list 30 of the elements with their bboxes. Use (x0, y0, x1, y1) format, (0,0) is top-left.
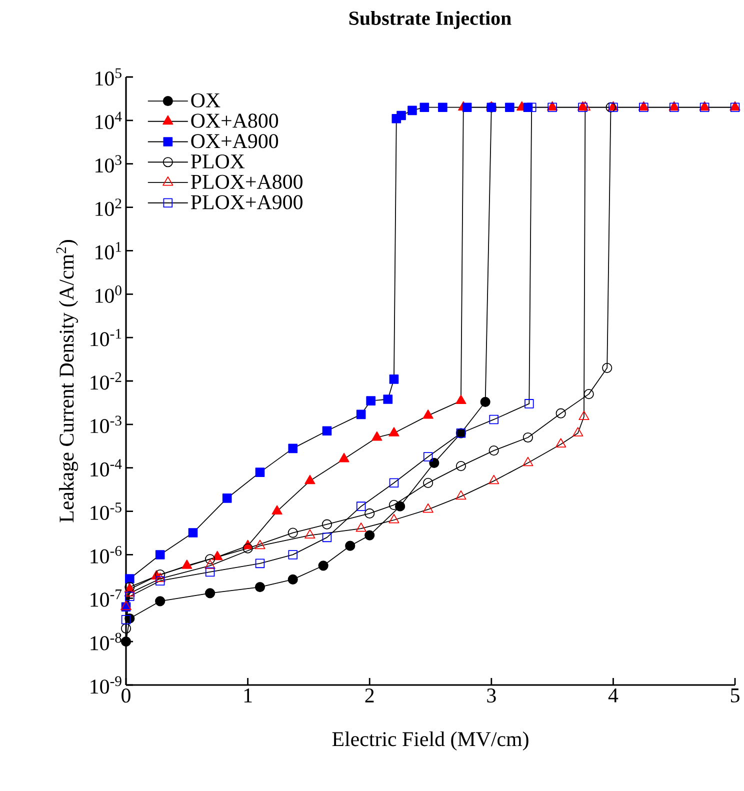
x-tick-label: 5 (731, 688, 740, 702)
y-tick-label: 10$^{0}$ (96, 285, 122, 303)
chart-title: Substrate Injection (350, 10, 512, 30)
y-tick-label: 10$^{2}$ (96, 198, 122, 216)
y-tick-label: 10$^{-3}$ (90, 416, 122, 434)
y-tick-label: 10$^{-9}$ (90, 676, 122, 694)
y-tick-label: 10$^{-2}$ (90, 372, 122, 390)
y-tick-label: 10$^{-1}$ (90, 328, 122, 346)
y-tick-label: 10$^{-4}$ (90, 459, 122, 477)
x-tick-label: 2 (366, 688, 374, 702)
y-tick-label: 10$^{-8}$ (90, 632, 122, 650)
x-tick-label: 4 (608, 688, 618, 702)
y-tick-label: 10$^{1}$ (96, 242, 122, 260)
legend-label: PLOX+A900 (191, 195, 303, 210)
legend-label: PLOX+A800 (191, 174, 303, 189)
legend-label: OX+A800 (191, 114, 278, 128)
legend-label: PLOX (191, 154, 245, 168)
y-axis-title: Leakage Current Density (A/cm$^{2}$) (56, 240, 78, 522)
y-tick-label: 10$^{-5}$ (90, 502, 122, 520)
x-tick-label: 0 (122, 688, 131, 703)
y-tick-label: 10$^{4}$ (96, 112, 122, 130)
legend-label: OX+A900 (191, 134, 278, 148)
y-tick-label: 10$^{-6}$ (90, 546, 122, 564)
y-tick-label: 10$^{-7}$ (90, 589, 122, 607)
y-tick-label: 10$^{3}$ (96, 155, 122, 173)
legend-label: OX (191, 93, 220, 108)
x-tick-label: 3 (487, 688, 496, 703)
x-tick-label: 1 (244, 688, 252, 702)
y-tick-label: 10$^{5}$ (96, 68, 122, 86)
x-axis-title: Electric Field (MV/cm) (332, 731, 529, 750)
